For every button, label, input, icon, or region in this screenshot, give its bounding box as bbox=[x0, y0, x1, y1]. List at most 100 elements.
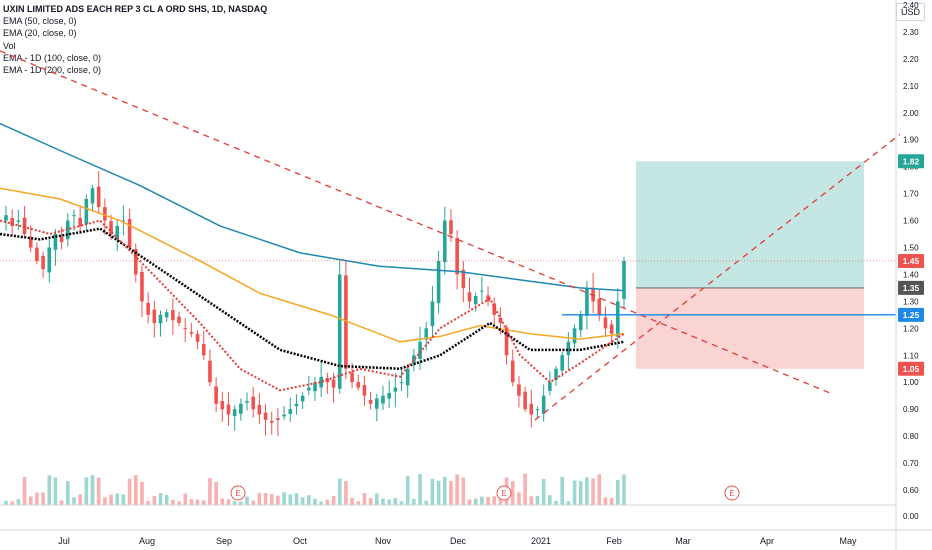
candle-body bbox=[566, 341, 571, 355]
volume-bar bbox=[430, 478, 435, 505]
candle-body bbox=[467, 292, 472, 302]
ema100-line bbox=[0, 187, 625, 343]
volume-bar bbox=[535, 495, 540, 505]
volume-bar bbox=[609, 497, 614, 505]
candle-body bbox=[510, 360, 515, 383]
candle-body bbox=[517, 384, 521, 396]
volume-bar bbox=[325, 499, 330, 505]
y-tick-label: 0.90 bbox=[903, 405, 919, 414]
y-tick-label: 0.70 bbox=[903, 459, 919, 468]
volume-bar bbox=[239, 501, 243, 505]
candle-body bbox=[368, 399, 373, 404]
candle-body bbox=[622, 260, 626, 299]
volume-bar bbox=[201, 500, 206, 505]
price-label: 1.45 bbox=[903, 256, 920, 266]
volume-bar bbox=[418, 474, 422, 505]
price-label: 1.82 bbox=[903, 156, 920, 166]
volume-bar bbox=[393, 498, 398, 505]
price-label: 1.35 bbox=[903, 283, 920, 293]
y-tick-label: 2.40 bbox=[903, 1, 919, 10]
candle-body bbox=[578, 314, 583, 331]
candle-body bbox=[232, 409, 237, 417]
x-tick-label: Feb bbox=[606, 536, 622, 546]
x-tick-label: Mar bbox=[675, 536, 691, 546]
volume-bar bbox=[480, 496, 484, 505]
volume-bar bbox=[140, 481, 144, 505]
volume-bar bbox=[263, 493, 268, 505]
legend-ema100[interactable]: EMA - 1D (100, close, 0) bbox=[3, 52, 102, 63]
candle-body bbox=[66, 220, 70, 240]
candle-body bbox=[603, 317, 608, 329]
candle-body bbox=[455, 237, 459, 275]
ema50-line bbox=[0, 227, 625, 371]
y-tick-label: 1.60 bbox=[903, 217, 919, 226]
candle-body bbox=[492, 303, 497, 315]
candle-body bbox=[585, 287, 589, 316]
y-tick-label: 1.20 bbox=[903, 324, 919, 333]
candle-body bbox=[133, 249, 138, 275]
candle-body bbox=[344, 275, 348, 369]
volume-bar bbox=[554, 500, 558, 505]
y-tick-label: 2.10 bbox=[903, 82, 919, 91]
volume-bar bbox=[294, 493, 299, 505]
candle-body bbox=[28, 236, 33, 248]
volume-bar bbox=[127, 478, 132, 505]
price-label-bg bbox=[898, 253, 924, 268]
x-tick-label: 2021 bbox=[531, 536, 551, 546]
candle-body bbox=[4, 215, 8, 221]
candle-body bbox=[609, 324, 614, 334]
candle-body bbox=[158, 314, 163, 324]
candle-body bbox=[282, 414, 286, 417]
volume-bar bbox=[498, 497, 503, 505]
candle-body bbox=[572, 328, 577, 344]
candle-body bbox=[90, 188, 95, 204]
legend-ema20[interactable]: EMA (20, close, 0) bbox=[3, 28, 77, 39]
y-tick-label: 2.00 bbox=[903, 109, 919, 118]
price-label: 1.05 bbox=[903, 364, 920, 374]
x-tick-label: May bbox=[839, 536, 857, 546]
candle-body bbox=[189, 332, 194, 334]
volume-bar bbox=[572, 480, 577, 505]
volume-bar bbox=[115, 493, 120, 505]
volume-bar bbox=[541, 479, 546, 505]
volume-bar bbox=[232, 501, 237, 505]
volume-bar bbox=[282, 492, 286, 505]
volume-bar bbox=[597, 474, 602, 505]
earnings-marker bbox=[724, 485, 740, 501]
earnings-marker bbox=[230, 485, 246, 501]
volume-bar bbox=[53, 477, 58, 505]
volume-bar bbox=[585, 477, 589, 505]
volume-bar bbox=[387, 499, 391, 505]
volume-bar bbox=[220, 498, 225, 505]
candle-body bbox=[239, 403, 243, 414]
candle-body bbox=[442, 220, 447, 263]
volume-bar bbox=[10, 501, 14, 505]
earnings-label: E bbox=[729, 489, 734, 498]
legend-ema200[interactable]: EMA - 1D (200, close, 0) bbox=[3, 65, 102, 76]
volume-bar bbox=[362, 492, 367, 505]
volume-bar bbox=[28, 496, 33, 505]
legend-volume[interactable]: Vol bbox=[3, 40, 16, 51]
candle-body bbox=[288, 409, 293, 414]
legend-ema50[interactable]: EMA (50, close, 0) bbox=[3, 16, 77, 27]
candle-body bbox=[529, 403, 534, 415]
candle-body bbox=[387, 393, 391, 399]
candle-body bbox=[616, 301, 620, 337]
volume-bar bbox=[90, 475, 95, 505]
candle-body bbox=[473, 296, 478, 305]
candle-body bbox=[257, 404, 262, 415]
volume-bar bbox=[257, 492, 262, 505]
volume-bar bbox=[78, 494, 82, 505]
volume-bar bbox=[368, 498, 373, 505]
candle-body bbox=[127, 219, 132, 248]
candle-body bbox=[294, 403, 299, 407]
candle-body bbox=[399, 382, 404, 384]
currency-button[interactable]: USD bbox=[896, 3, 925, 21]
volume-bar bbox=[251, 500, 255, 505]
x-tick-label: Apr bbox=[760, 536, 774, 546]
volume-bar bbox=[226, 499, 231, 505]
x-tick-label: Nov bbox=[375, 536, 392, 546]
volume-bar bbox=[103, 497, 107, 505]
volume-bar bbox=[177, 501, 181, 505]
